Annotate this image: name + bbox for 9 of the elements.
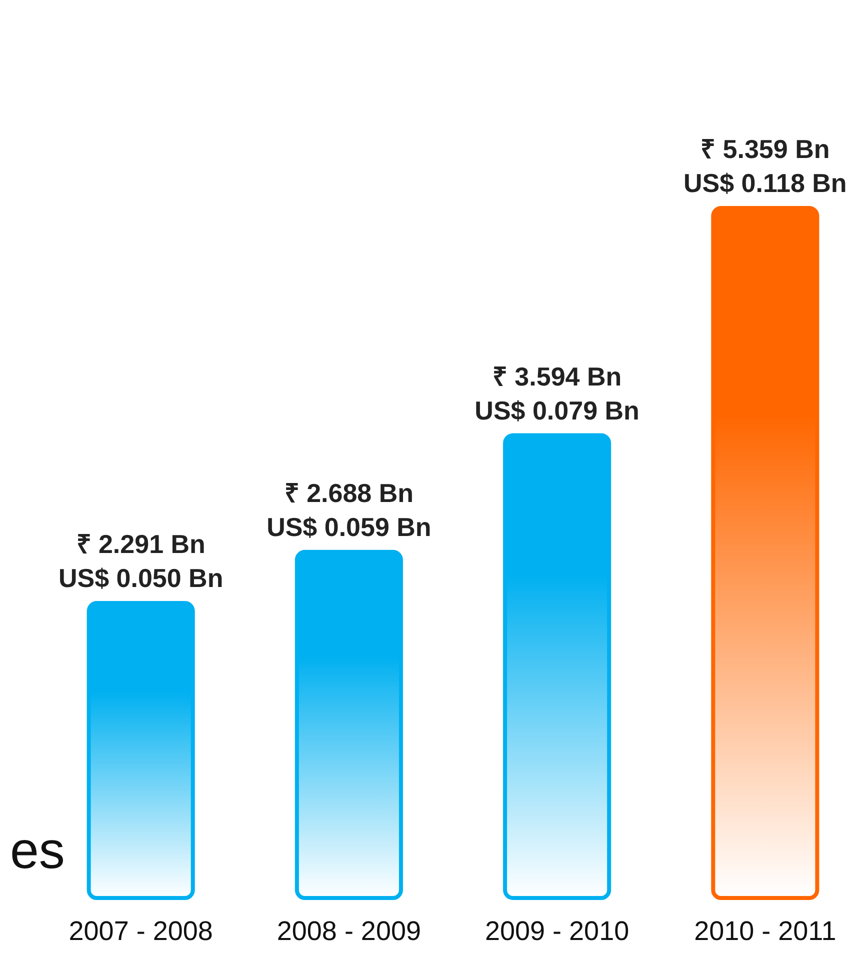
x-tick-label: 2008 - 2009 [276, 916, 422, 946]
data-label: ₹ 2.291 Bn US$ 0.050 Bn [58, 529, 224, 594]
annotation: es [10, 822, 65, 880]
data-label: ₹ 2.688 Bn US$ 0.059 Bn [266, 478, 432, 542]
data-label: ₹ 5.359 Bn US$ 0.118 Bn [684, 134, 847, 198]
x-tick-label: 2007 - 2008 [68, 916, 213, 946]
data-label: ₹ 3.594 Bn US$ 0.079 Bn [474, 361, 640, 426]
x-tick-label: 2010 - 2011 [694, 916, 836, 946]
x-tick-label: 2009 - 2010 [484, 916, 630, 946]
